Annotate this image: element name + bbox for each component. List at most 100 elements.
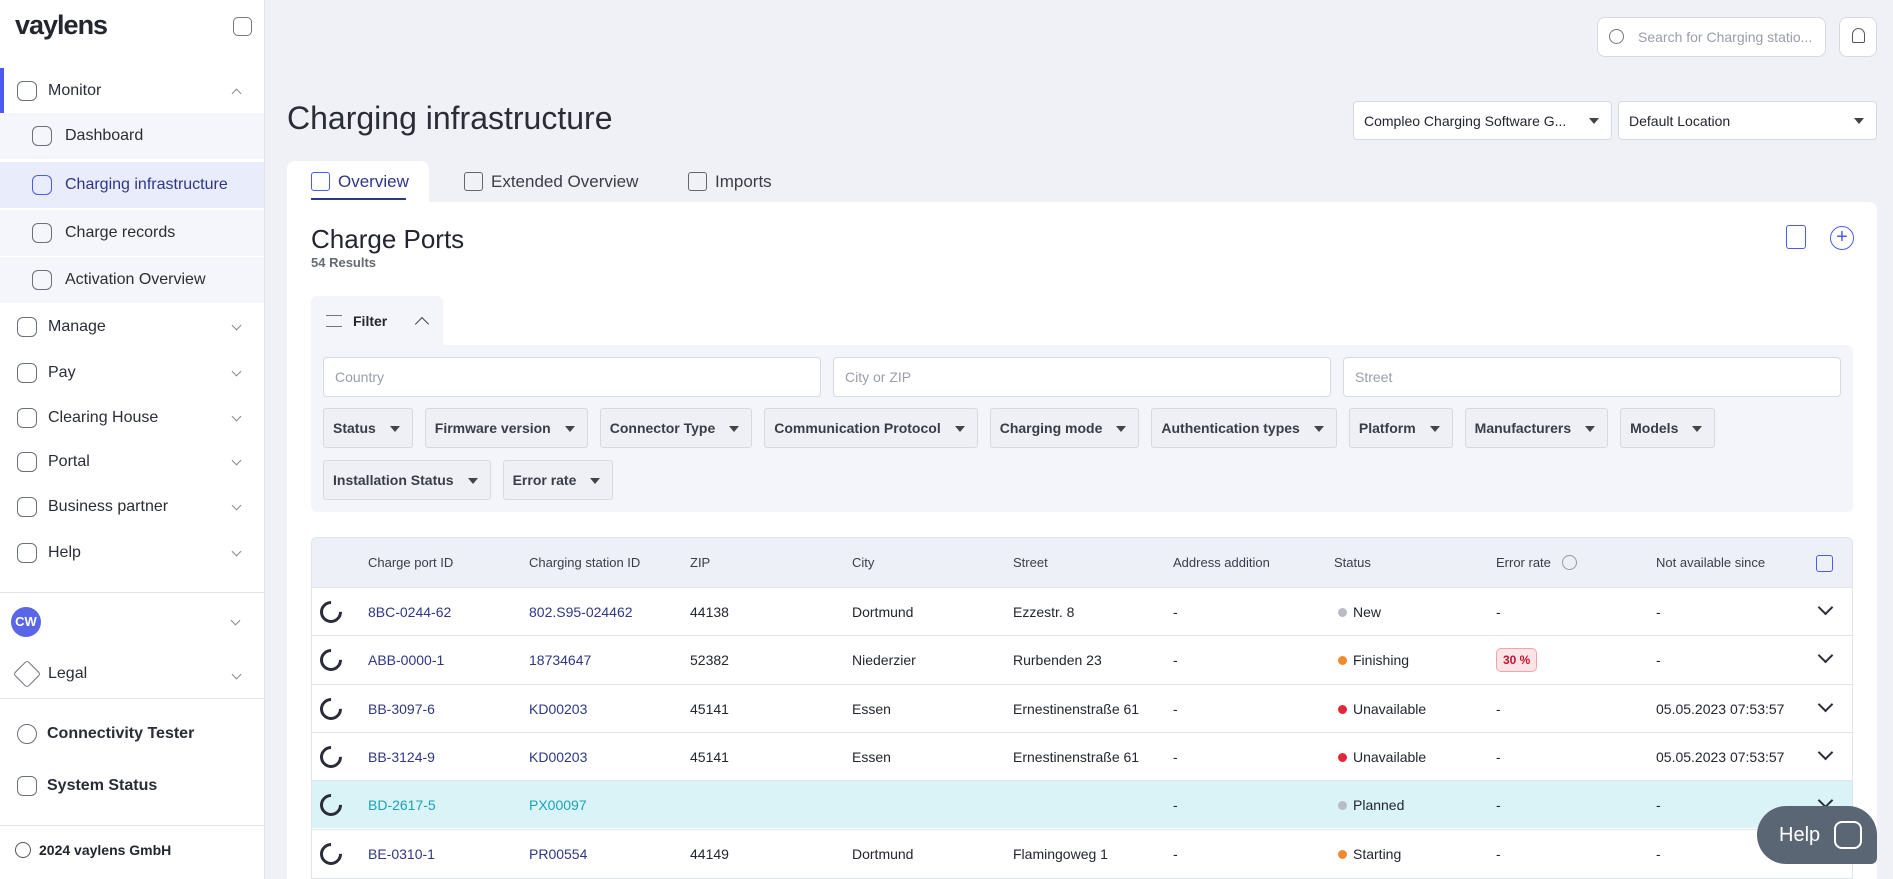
connector-icon xyxy=(315,644,347,676)
tool-link[interactable]: Connectivity Tester xyxy=(0,711,264,757)
table-row[interactable]: BE-0310-1 PR00554 44149 Dortmund Flamingoweg… xyxy=(312,828,1852,877)
cell[interactable]: PX00097 xyxy=(529,797,587,814)
nav-item[interactable]: Portal xyxy=(0,439,264,485)
nav-item[interactable]: Charging infrastructure xyxy=(0,162,264,208)
nav-item[interactable]: Help xyxy=(0,530,264,576)
status-text: Starting xyxy=(1353,845,1402,862)
location-select[interactable]: Default Location xyxy=(1618,101,1877,140)
info-icon xyxy=(1562,555,1577,570)
export-button[interactable] xyxy=(1786,225,1806,249)
tab[interactable]: Imports xyxy=(688,161,772,202)
nav-icon xyxy=(17,81,37,101)
cell[interactable]: BB-3097-6 xyxy=(368,700,435,717)
active-indicator xyxy=(0,68,4,114)
connector-icon xyxy=(315,837,347,870)
tool-label: System Status xyxy=(47,777,158,794)
filter-dropdown[interactable]: Manufacturers xyxy=(1464,408,1609,448)
table: Charge port ID Charging station ID ZIP City… xyxy=(311,537,1853,879)
dropdown-label: Manufacturers xyxy=(1474,420,1572,436)
notifications[interactable] xyxy=(1839,17,1877,57)
error-badge: 30 % xyxy=(1496,648,1538,673)
expand-chevron[interactable] xyxy=(1817,744,1834,761)
search-placeholder: Search for Charging statio... xyxy=(1638,29,1813,45)
expand-chevron[interactable] xyxy=(1817,599,1834,616)
cell[interactable]: 18734647 xyxy=(529,652,592,669)
nav-icon xyxy=(32,223,52,243)
chevron xyxy=(231,546,242,556)
nav-item[interactable]: Legal xyxy=(0,651,264,697)
nav-item[interactable]: Business partner xyxy=(0,484,264,530)
filter-input[interactable]: Country xyxy=(323,357,821,397)
nav-item[interactable]: Manage xyxy=(0,304,264,350)
filter-dropdown[interactable]: Communication Protocol xyxy=(764,408,978,448)
table-row[interactable]: BB-3124-9 KD00203 45141 Essen Ernestinenstra… xyxy=(312,731,1852,780)
cell: - xyxy=(1656,652,1661,669)
filter-dropdown[interactable]: Status xyxy=(323,408,413,448)
nav-icon xyxy=(32,126,52,146)
footer: 2024 vaylens GmbH xyxy=(39,842,172,858)
dropdown-label: Charging mode xyxy=(999,420,1103,436)
cell: Flamingoweg 1 xyxy=(1013,845,1108,862)
filter-dropdown[interactable]: Error rate xyxy=(502,460,614,500)
table-row[interactable]: 8BC-0244-62 802.S95-024462 44138 Dortmund Ez… xyxy=(312,587,1852,635)
input-placeholder: Country xyxy=(335,369,385,385)
company-select[interactable]: Compleo Charging Software G... xyxy=(1353,101,1612,140)
expand-chevron[interactable] xyxy=(1817,696,1834,712)
tool-link[interactable]: System Status xyxy=(0,763,264,809)
tab-label: Extended Overview xyxy=(491,171,639,191)
filter-input[interactable]: City or ZIP xyxy=(833,357,1331,397)
nav-label: Monitor xyxy=(48,82,102,99)
cell[interactable]: 8BC-0244-62 xyxy=(368,604,452,620)
tab[interactable]: Overview xyxy=(311,161,409,202)
column-header: Address addition xyxy=(1173,555,1270,570)
search[interactable]: Search for Charging statio... xyxy=(1597,17,1826,57)
column-filter[interactable] xyxy=(1816,555,1833,572)
input-placeholder: City or ZIP xyxy=(845,369,912,385)
nav-item[interactable]: Clearing House xyxy=(0,395,264,441)
cell[interactable]: KD00203 xyxy=(529,748,588,765)
chevron xyxy=(231,455,242,465)
table-row[interactable]: ABB-0000-1 18734647 52382 Niederzier Rurbend… xyxy=(312,635,1852,684)
collapse-button[interactable] xyxy=(233,17,252,36)
panel-title: Charge Ports xyxy=(311,224,465,254)
nav-item[interactable]: Pay xyxy=(0,350,264,396)
filter-dropdown[interactable]: Models xyxy=(1620,408,1716,448)
nav-item[interactable]: Activation Overview xyxy=(0,257,264,303)
dropdown-label: Status xyxy=(333,420,376,436)
cell[interactable]: KD00203 xyxy=(529,700,588,717)
cell[interactable]: BD-2617-5 xyxy=(368,797,436,814)
tab[interactable]: Extended Overview xyxy=(464,161,638,202)
cell: - xyxy=(1496,845,1501,862)
nav-item[interactable]: Charge records xyxy=(0,210,264,256)
filter-dropdown[interactable]: Firmware version xyxy=(424,408,588,448)
nav-item[interactable]: Monitor xyxy=(0,68,264,114)
filter-dropdown[interactable]: Installation Status xyxy=(323,460,491,500)
cell: Ezzestr. 8 xyxy=(1013,604,1075,620)
sidebar: vaylens Monitor Dashboard Charging infrast… xyxy=(0,0,265,879)
add-button[interactable]: + xyxy=(1830,226,1854,250)
filter-dropdown[interactable]: Charging mode xyxy=(989,408,1140,448)
status-dot xyxy=(1338,849,1347,859)
cell[interactable]: PR00554 xyxy=(529,845,588,862)
nav-item[interactable]: Dashboard xyxy=(0,113,264,159)
avatar[interactable]: CW xyxy=(11,607,41,637)
expand-chevron[interactable] xyxy=(1817,648,1834,664)
cell[interactable]: ABB-0000-1 xyxy=(368,652,445,669)
filter-dropdown[interactable]: Connector Type xyxy=(599,408,753,448)
dropdown-label: Authentication types xyxy=(1161,420,1300,436)
column-header: Charging station ID xyxy=(529,555,641,570)
cell[interactable]: BE-0310-1 xyxy=(368,845,435,862)
help-button[interactable]: Help xyxy=(1757,806,1877,864)
filter-input[interactable]: Street xyxy=(1343,357,1841,397)
status-text: Planned xyxy=(1353,797,1405,814)
input-placeholder: Street xyxy=(1355,369,1393,385)
table-row[interactable]: BB-3097-6 KD00203 45141 Essen Ernestinenstra… xyxy=(312,683,1852,732)
connector-icon xyxy=(315,789,347,821)
cell: - xyxy=(1173,700,1178,717)
table-row[interactable]: BD-2617-5 PX00097 - Planned - - xyxy=(312,780,1852,829)
filter-dropdown[interactable]: Platform xyxy=(1348,408,1453,448)
cell[interactable]: BB-3124-9 xyxy=(368,748,435,765)
filter-toggle[interactable]: Filter xyxy=(311,296,443,346)
cell[interactable]: 802.S95-024462 xyxy=(529,604,633,620)
filter-dropdown[interactable]: Authentication types xyxy=(1151,408,1337,448)
